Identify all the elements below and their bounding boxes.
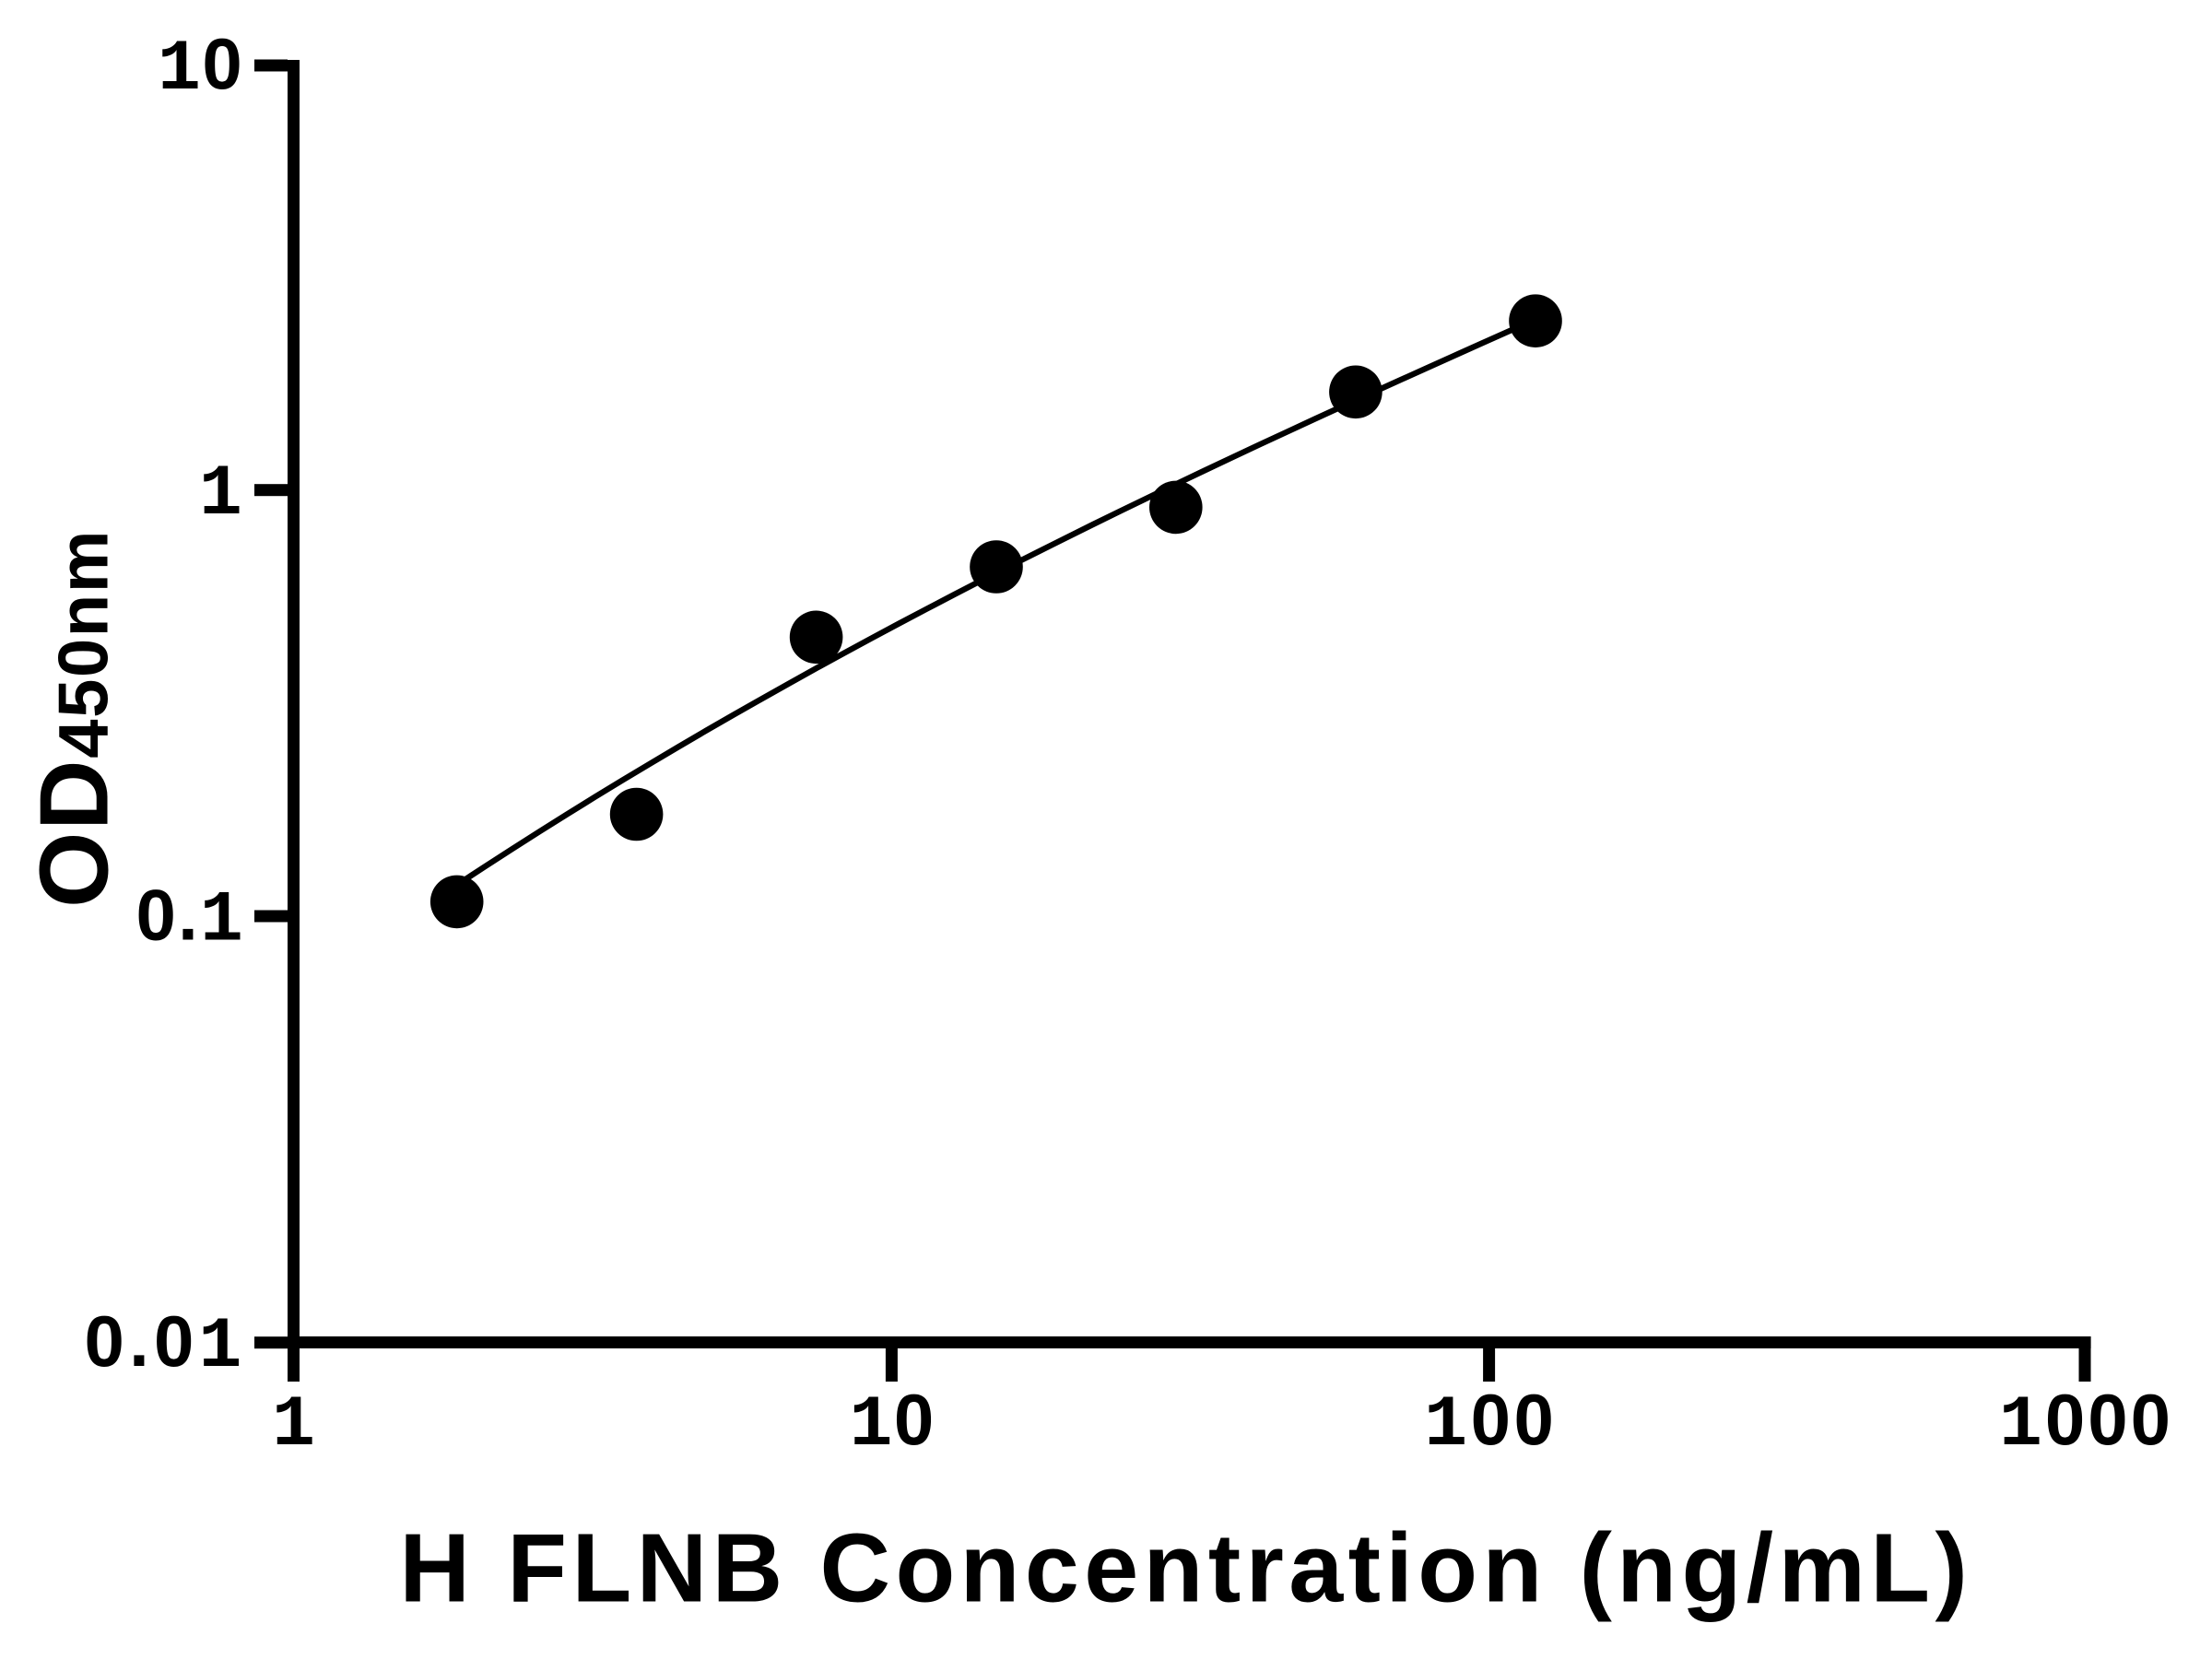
svg-text:1: 1 [199,454,242,535]
svg-text:0.01: 0.01 [85,1300,247,1388]
svg-text:10: 10 [850,1379,935,1466]
svg-text:100: 100 [1424,1379,1557,1466]
svg-text:H FLNB Concentration (ng/mL): H FLNB Concentration (ng/mL) [399,1514,1972,1623]
svg-text:1: 1 [272,1385,315,1466]
svg-text:10: 10 [158,23,243,111]
svg-text:1000: 1000 [1999,1379,2173,1466]
svg-text:0.1: 0.1 [136,875,245,962]
